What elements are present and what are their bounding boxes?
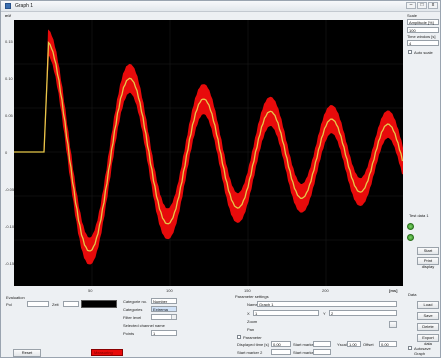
start-marker-1-field[interactable] xyxy=(313,341,331,347)
autosave-label: Autosave Graph xyxy=(414,346,431,356)
measuring-status-text: Measuring xyxy=(94,350,113,355)
test-data-label: Test data 1 xyxy=(409,213,429,218)
scale-field[interactable]: Amplitude [%] xyxy=(407,19,439,25)
signal-mean-line xyxy=(14,40,403,252)
start-marker-2-label: Start marker 2 xyxy=(237,350,263,355)
time-window-field[interactable]: 4 xyxy=(407,40,439,46)
yscale-field[interactable]: 1.00 xyxy=(347,341,361,347)
close-button[interactable]: x xyxy=(428,2,438,9)
offset-label: Offset xyxy=(363,342,374,347)
start-marker-3-field[interactable] xyxy=(313,349,331,355)
parameter-label: Parameter xyxy=(243,335,262,340)
displayed-time-field[interactable]: 0.00 xyxy=(271,341,291,347)
categories-select[interactable]: Extrema xyxy=(151,306,177,312)
autosave-checkbox[interactable] xyxy=(408,346,412,350)
parameter-settings-label: Parameter settings xyxy=(235,294,269,299)
maximize-button[interactable]: □ xyxy=(417,2,427,9)
grid-lines xyxy=(14,20,403,286)
channel-name-label: Selected channel name xyxy=(123,323,165,328)
y-tick: 0.10 xyxy=(5,76,13,81)
scale-label: Scale xyxy=(407,13,418,18)
name-field[interactable]: Graph 1 xyxy=(257,301,397,307)
y-tick: 0 xyxy=(5,150,8,155)
categorie-no-label: Categorie no. xyxy=(123,299,148,304)
pol-field[interactable] xyxy=(27,301,49,307)
title-bar: Graph 1 – □ x xyxy=(1,1,440,12)
x-tick: 100 xyxy=(166,288,173,293)
start-marker-3-label: Start marker 3 xyxy=(293,350,319,355)
minimize-button[interactable]: – xyxy=(406,2,416,9)
x-tick: 150 xyxy=(244,288,251,293)
y-tick: -0.05 xyxy=(5,187,15,192)
zoom-label: Zoom xyxy=(247,319,258,324)
name-label: Name xyxy=(247,302,258,307)
time-label: Zeit xyxy=(52,302,59,307)
apply-icon-button[interactable] xyxy=(389,321,397,328)
reset-button[interactable]: Reset xyxy=(13,349,41,357)
x-tick: 200 xyxy=(322,288,329,293)
signal-plot-svg xyxy=(14,20,403,286)
x-channel-select[interactable]: 1 xyxy=(253,310,319,316)
y-channel-label: Y xyxy=(323,311,326,316)
print-button[interactable]: Print display xyxy=(417,257,439,269)
save-button[interactable]: Save xyxy=(417,312,439,320)
displayed-time-label: Displayed time [s] xyxy=(237,342,269,347)
window-title: Graph 1 xyxy=(15,3,34,9)
measuring-status-indicator: Measuring xyxy=(91,349,123,356)
app-icon xyxy=(5,3,11,9)
delete-button[interactable]: Delete xyxy=(417,323,439,331)
x-axis-unit: [ms] xyxy=(389,288,398,293)
color-preview xyxy=(81,300,117,308)
signal-plot[interactable] xyxy=(14,20,403,286)
x-channel-label: X xyxy=(247,311,250,316)
pan-label: Pan xyxy=(247,327,255,332)
start-marker-2-field[interactable] xyxy=(271,349,291,355)
data-section-label: Data xyxy=(408,292,417,297)
y-axis-unit: mV xyxy=(5,13,12,18)
y-tick: 0.15 xyxy=(5,39,13,44)
y-tick: 0.05 xyxy=(5,113,13,118)
categorie-no-select[interactable]: Number xyxy=(151,298,177,304)
time-field[interactable] xyxy=(63,301,79,307)
y-tick: -0.10 xyxy=(5,224,15,229)
time-window-label: Time window [s] xyxy=(407,34,436,39)
auto-scale-label: Auto scale xyxy=(414,50,433,55)
categories-label: Categories xyxy=(123,307,143,312)
pol-label: Pol xyxy=(6,302,12,307)
filter-level-label: Filter level xyxy=(123,315,142,320)
offset-field[interactable]: 0.00 xyxy=(379,341,397,347)
add-marker-icon[interactable] xyxy=(407,223,414,230)
start-button[interactable]: Start xyxy=(417,247,439,255)
remove-marker-icon[interactable] xyxy=(407,234,414,241)
yscale-label: Yscale xyxy=(337,342,350,347)
y-tick: -0.15 xyxy=(5,261,15,266)
auto-scale-checkbox[interactable] xyxy=(408,50,412,54)
filter-level-field[interactable] xyxy=(151,314,177,320)
parameter-checkbox[interactable] xyxy=(237,335,241,339)
start-marker-1-label: Start marker 1 xyxy=(293,342,319,347)
evaluation-label: Evaluation xyxy=(6,295,25,300)
x-tick: 50 xyxy=(88,288,93,293)
points-label: Points xyxy=(123,331,135,336)
points-field[interactable]: 1 xyxy=(151,330,177,336)
load-button[interactable]: Load xyxy=(417,301,439,309)
export-button[interactable]: Export data xyxy=(417,334,439,346)
y-channel-select[interactable]: 2 xyxy=(329,310,397,316)
amplitude-field[interactable]: 100 xyxy=(407,27,439,33)
